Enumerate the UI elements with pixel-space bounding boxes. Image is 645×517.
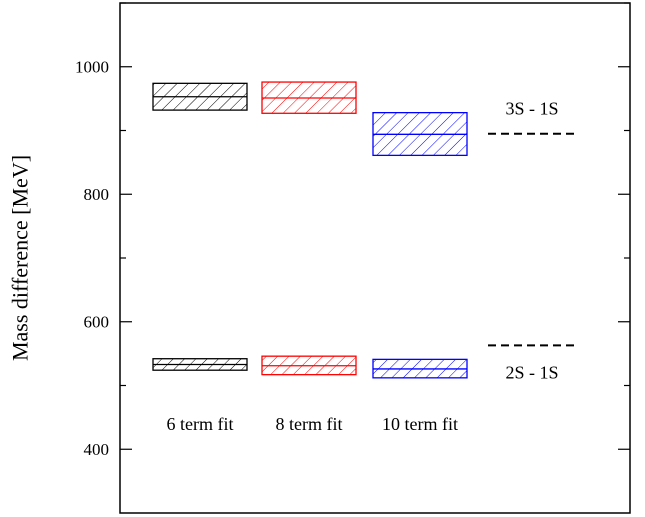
fit-label: 8 term fit [276, 414, 343, 434]
fit-label: 10 term fit [382, 414, 458, 434]
reference-line-label: 2S - 1S [505, 362, 558, 382]
fit-bands [152, 81, 468, 379]
reference-line-label: 3S - 1S [505, 99, 558, 119]
fit-category-labels: 6 term fit 8 term fit 10 term fit [167, 414, 458, 434]
y-axis-tick-labels: 400 600 800 1000 [75, 57, 109, 459]
y-tick-label: 800 [84, 185, 110, 204]
y-tick-label: 400 [84, 440, 110, 459]
y-tick-label: 600 [84, 312, 110, 331]
plot-frame [119, 2, 631, 514]
reference-lines: 3S - 1S 2S - 1S [488, 99, 575, 382]
fit-label: 6 term fit [167, 414, 234, 434]
y-axis-title: Mass difference [MeV] [8, 155, 33, 361]
y-tick-label: 1000 [75, 57, 109, 76]
y-axis-ticks [120, 2, 630, 450]
